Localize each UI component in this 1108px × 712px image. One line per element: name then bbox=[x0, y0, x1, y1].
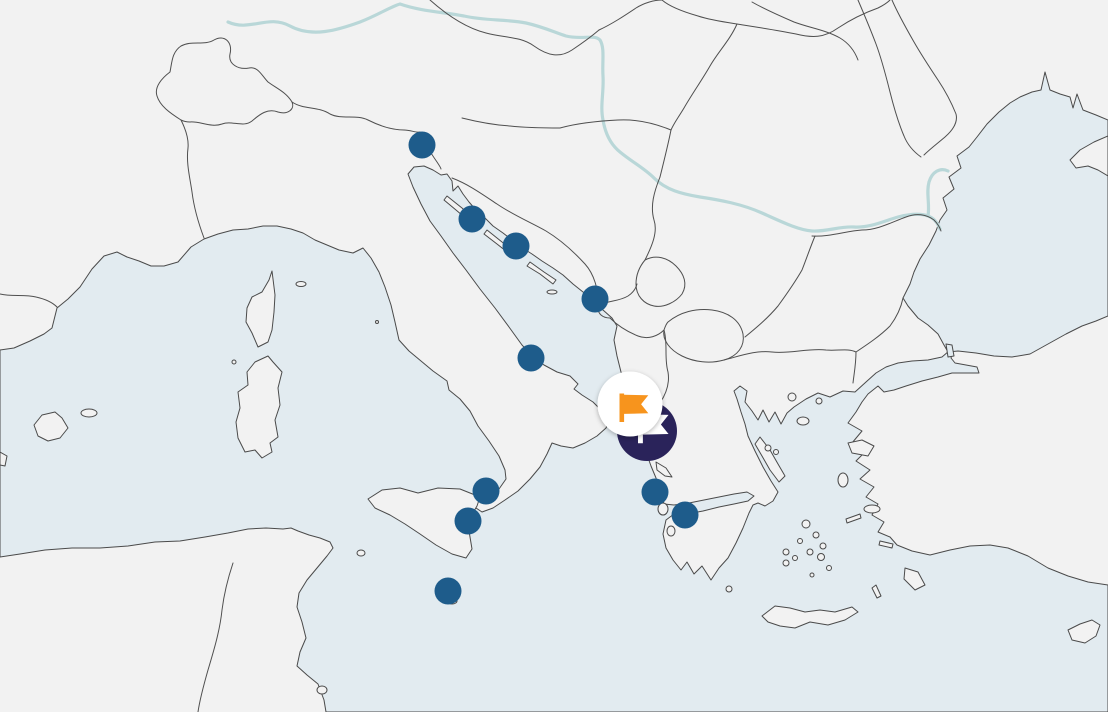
border-kosovo bbox=[635, 256, 686, 307]
island-cyclades-7 bbox=[792, 555, 798, 561]
island-montecristo bbox=[375, 320, 379, 324]
border-serbia-bulgaria bbox=[744, 235, 816, 338]
island-kos bbox=[878, 540, 894, 549]
river-danube-delta bbox=[926, 168, 950, 218]
border-tunisia-algeria bbox=[197, 562, 234, 712]
port-marker-4[interactable] bbox=[581, 285, 609, 313]
border-bulgaria-turkey bbox=[855, 297, 904, 353]
islands bbox=[0, 195, 1101, 695]
island-pantelleria bbox=[356, 549, 366, 557]
port-marker-2[interactable] bbox=[458, 205, 486, 233]
island-chios bbox=[837, 472, 849, 488]
border-greece-north bbox=[723, 349, 857, 361]
border-greece-turkey bbox=[852, 351, 857, 384]
island-cyclades-1 bbox=[801, 519, 811, 529]
rivers bbox=[226, 2, 950, 233]
island-kefalonia bbox=[657, 502, 669, 516]
sea-black bbox=[902, 71, 1108, 358]
island-sardinia bbox=[235, 355, 283, 459]
island-zakynthos bbox=[666, 525, 676, 537]
island-cyprus bbox=[1067, 619, 1101, 644]
border-moldova-east bbox=[891, 0, 957, 156]
bosphorus-strait bbox=[945, 343, 955, 358]
island-croatia-4 bbox=[546, 289, 558, 295]
island-cyclades-3 bbox=[797, 538, 803, 544]
destination-marker-group[interactable] bbox=[597, 371, 678, 462]
flag-icon bbox=[619, 393, 649, 422]
island-cyclades-8 bbox=[782, 548, 790, 556]
border-romania-bulgaria bbox=[811, 214, 942, 237]
border-pyrenees bbox=[0, 293, 58, 308]
border-france-italy bbox=[180, 119, 205, 239]
border-montenegro-albania bbox=[609, 317, 665, 339]
port-marker-5[interactable] bbox=[517, 344, 545, 372]
island-rhodes bbox=[903, 567, 926, 591]
port-marker-10[interactable] bbox=[671, 501, 699, 529]
island-cyclades-4 bbox=[819, 542, 827, 550]
island-cyclades-2 bbox=[812, 531, 820, 539]
border-serbia-romania bbox=[659, 129, 672, 178]
border-austria-hungary bbox=[661, 0, 738, 25]
island-corfu bbox=[655, 461, 673, 478]
border-switzerland bbox=[155, 37, 294, 126]
island-corsica bbox=[245, 270, 276, 348]
port-marker-9[interactable] bbox=[641, 478, 669, 506]
island-samos bbox=[863, 504, 881, 514]
route-markers-layer bbox=[408, 131, 699, 605]
border-slovakia-ukraine bbox=[736, 0, 891, 37]
port-marker-6[interactable] bbox=[472, 477, 500, 505]
island-samothrace bbox=[815, 397, 823, 405]
port-marker-3[interactable] bbox=[502, 232, 530, 260]
island-menorca bbox=[80, 408, 98, 418]
island-kythira bbox=[725, 585, 733, 593]
port-marker-7[interactable] bbox=[454, 507, 482, 535]
island-sporades-2 bbox=[773, 449, 779, 455]
island-lesbos bbox=[847, 439, 875, 457]
port-marker-8[interactable] bbox=[434, 577, 462, 605]
border-alps-east bbox=[291, 101, 421, 133]
border-czech-austria bbox=[429, 0, 600, 56]
port-marker-1[interactable] bbox=[408, 131, 436, 159]
island-elba bbox=[295, 281, 307, 287]
island-croatia-3 bbox=[526, 261, 557, 285]
border-moldova-west bbox=[857, 0, 922, 158]
border-hungary-croatia bbox=[461, 117, 672, 131]
island-euboea bbox=[754, 436, 786, 483]
island-limnos bbox=[796, 416, 810, 426]
border-austria-slovakia bbox=[598, 0, 663, 31]
sea-mediterranean bbox=[0, 165, 1108, 712]
border-albania-greece bbox=[659, 329, 669, 404]
island-thasos bbox=[787, 392, 797, 402]
border-hungary-romania bbox=[670, 23, 738, 131]
island-sporades-1 bbox=[764, 444, 772, 452]
border-bosnia-serbia bbox=[644, 176, 661, 261]
river-danube bbox=[226, 2, 942, 233]
island-ibiza bbox=[0, 451, 8, 467]
island-cyclades-10 bbox=[809, 572, 815, 578]
island-karpathos bbox=[871, 584, 882, 599]
island-cyclades-6 bbox=[817, 553, 825, 561]
land-crimea bbox=[1069, 135, 1108, 177]
island-maddalena bbox=[231, 359, 237, 365]
country-borders bbox=[0, 0, 957, 712]
island-mallorca bbox=[33, 411, 69, 442]
island-crete bbox=[761, 605, 859, 629]
island-ikaria bbox=[845, 513, 862, 524]
border-romania-ukraine bbox=[751, 1, 859, 61]
island-cyclades-11 bbox=[826, 565, 832, 571]
island-cyclades-5 bbox=[806, 548, 814, 556]
island-cyclades-9 bbox=[782, 559, 790, 567]
island-djerba bbox=[316, 685, 328, 695]
